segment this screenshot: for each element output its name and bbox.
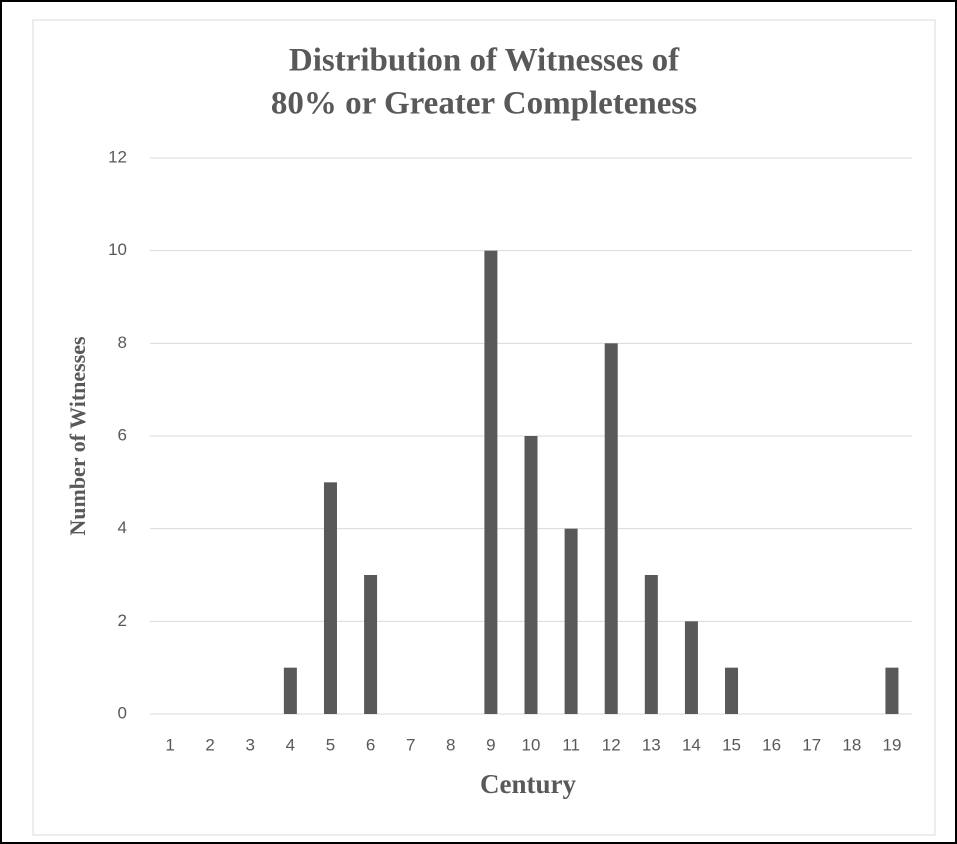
bar [684, 621, 698, 714]
y-tick-label: 8 [118, 333, 127, 352]
x-tick-label: 9 [486, 735, 495, 754]
x-tick-label: 12 [602, 735, 621, 754]
chart-title: 80% or Greater Completeness [271, 86, 697, 122]
x-tick-label: 10 [522, 735, 541, 754]
bar [524, 436, 538, 714]
x-tick-label: 18 [842, 735, 861, 754]
bar [484, 250, 498, 714]
x-tick-label: 15 [722, 735, 741, 754]
x-tick-label: 13 [642, 735, 661, 754]
x-tick-label: 8 [446, 735, 455, 754]
x-axis-label: Century [480, 769, 576, 799]
bar [364, 575, 378, 714]
chart-title: Distribution of Witnesses of [289, 43, 680, 79]
chart-area [32, 19, 936, 836]
y-tick-label: 2 [118, 611, 127, 630]
bar [604, 343, 618, 714]
x-tick-label: 2 [205, 735, 214, 754]
x-tick-label: 6 [366, 735, 375, 754]
x-tick-label: 11 [562, 735, 580, 754]
x-tick-label: 16 [762, 735, 781, 754]
x-tick-label: 14 [682, 735, 701, 754]
bar [644, 575, 658, 714]
x-tick-label: 1 [165, 735, 174, 754]
x-tick-label: 19 [882, 735, 901, 754]
y-tick-label: 0 [118, 703, 127, 722]
x-tick-label: 17 [802, 735, 821, 754]
x-tick-label: 4 [286, 735, 295, 754]
bar [564, 528, 578, 714]
x-tick-label: 7 [406, 735, 415, 754]
bar [725, 667, 739, 714]
bar [323, 482, 337, 714]
y-axis-label: Number of Witnesses [65, 336, 90, 536]
bar [283, 667, 297, 714]
x-tick-label: 3 [246, 735, 255, 754]
y-tick-label: 12 [108, 147, 127, 166]
bar [885, 667, 899, 714]
y-tick-label: 6 [118, 425, 127, 444]
y-tick-label: 4 [118, 518, 127, 537]
y-tick-label: 10 [108, 240, 127, 259]
x-tick-label: 5 [326, 735, 335, 754]
